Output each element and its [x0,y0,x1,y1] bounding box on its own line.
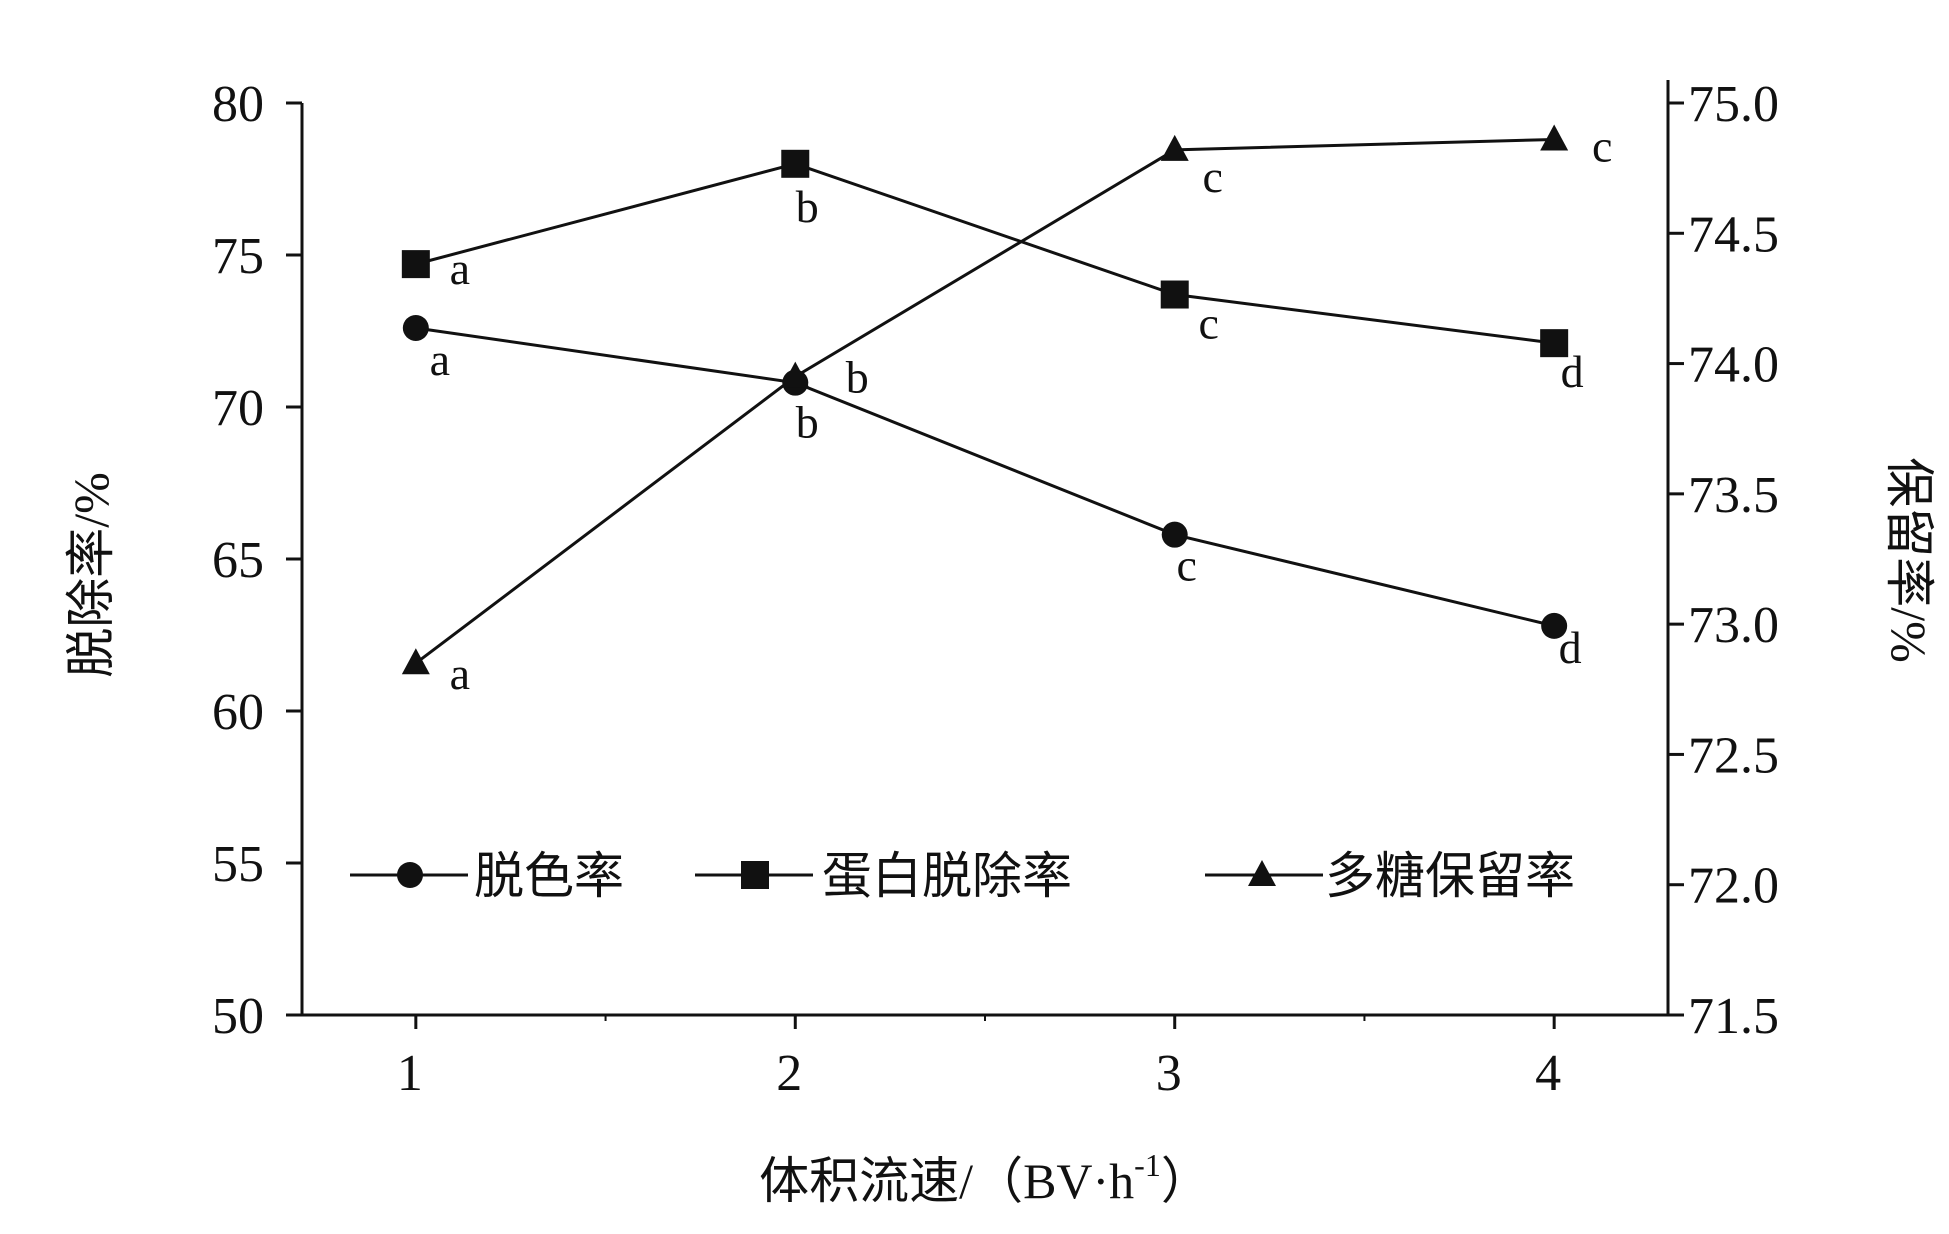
x-tick-label: 1 [397,1045,423,1102]
point-label-circle: b [796,397,819,448]
series-lines [414,137,1555,665]
x-tick-label: 3 [1156,1045,1182,1102]
x-axis-title: 体积流速/（BV·h-1） [759,1147,1211,1209]
right-tick-label: 73.0 [1688,597,1779,654]
point-label-circle: a [430,334,450,385]
point-label-circle: d [1559,622,1582,673]
legend: 脱色率 蛋白脱除率 多糖保留率 [350,848,1575,904]
point-label-circle: c [1177,540,1197,591]
right-tick-label: 71.5 [1688,988,1779,1045]
legend-label: 蛋白脱除率 [822,848,1072,904]
left-tick-label: 50 [212,988,264,1045]
data-point-square [401,250,430,279]
point-label-square: b [796,181,819,232]
data-point-square [1540,329,1569,358]
y-axis-title-right: 保留率/% [1881,457,1937,663]
y-axis-title-left: 脱除率/% [63,472,119,678]
data-point-circle [1541,612,1568,639]
series-line-circle [415,326,1555,628]
right-tick-label: 73.5 [1688,467,1779,524]
right-tick-label: 74.5 [1688,206,1779,263]
x-axis-title-main: 体积流速/（BV·h [759,1153,1134,1209]
data-point-triangle [401,648,430,675]
legend-label: 脱色率 [474,848,624,904]
data-point-triangle [1160,134,1189,161]
data-point-square [1160,280,1189,309]
legend-label: 多糖保留率 [1325,848,1575,904]
left-tick-label: 70 [212,380,264,437]
ticks: 50 55 60 65 70 75 80 71.5 72.0 72.5 73.0 73.5 74.0 74… [212,76,1779,1102]
x-axis-title-sup: -1 [1134,1147,1161,1183]
point-label-triangle: a [450,648,470,699]
point-labels: a b c d a b c d a b c c [430,120,1613,699]
left-tick-label: 80 [212,76,264,133]
data-point-square [781,149,810,178]
right-tick-label: 75.0 [1688,76,1779,133]
point-label-triangle: b [846,352,869,403]
legend-marker-circle [397,862,423,888]
point-label-square: d [1561,346,1584,397]
data-point-triangle [781,361,810,388]
legend-marker-triangle [1248,860,1276,886]
left-tick-label: 65 [212,532,264,589]
right-tick-label: 72.5 [1688,727,1779,784]
x-axis-title-end: ） [1161,1153,1211,1209]
point-label-triangle: c [1203,151,1223,202]
left-tick-label: 55 [212,836,264,893]
left-tick-label: 75 [212,228,264,285]
x-tick-label: 4 [1535,1045,1561,1102]
data-point-circle [1161,521,1188,548]
data-point-triangle [1540,124,1569,151]
right-tick-label: 72.0 [1688,858,1779,915]
point-label-square: c [1199,298,1219,349]
x-tick-label: 2 [776,1045,802,1102]
series-line-square [415,162,1555,345]
right-tick-label: 74.0 [1688,337,1779,394]
point-label-triangle: c [1592,120,1612,171]
point-label-square: a [450,243,470,294]
legend-marker-square [741,861,769,889]
markers [401,124,1569,675]
series-line-triangle [414,137,1555,665]
left-tick-label: 60 [212,684,264,741]
data-point-circle [402,314,429,341]
